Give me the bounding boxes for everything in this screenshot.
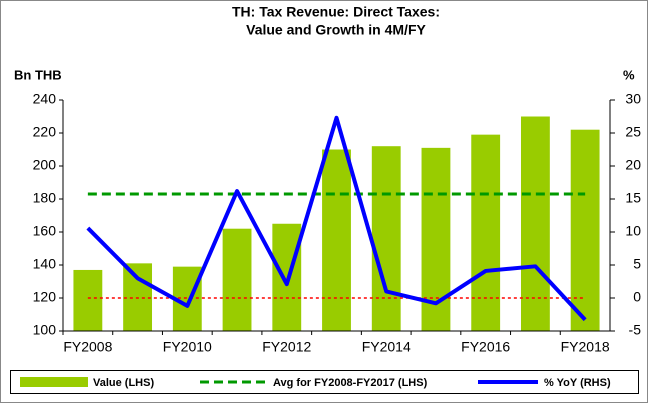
y-tick-label: 240 (33, 91, 57, 107)
x-tick-label: FY2012 (262, 339, 311, 355)
bar (73, 269, 103, 331)
y-tick-label: 220 (33, 124, 57, 140)
bar (222, 228, 252, 331)
bar (123, 263, 153, 331)
line-series (86, 115, 587, 322)
bar (322, 149, 351, 331)
y2-tick-label: 0 (633, 289, 641, 305)
bar (520, 116, 550, 331)
y-tick-label: 120 (33, 289, 57, 305)
x-tick-label: FY2016 (461, 339, 510, 355)
legend-box (10, 370, 639, 394)
x-tick-label: FY2010 (163, 339, 212, 355)
legend-label: Avg for FY2008-FY2017 (LHS) (273, 377, 428, 389)
legend-label: % YoY (RHS) (544, 377, 611, 389)
y2-tick-label: 20 (625, 157, 641, 173)
y2-tick-label: 25 (625, 124, 641, 140)
x-tick-label: FY2014 (362, 339, 411, 355)
x-tick-label: FY2008 (63, 339, 112, 355)
x-tick-label: FY2018 (561, 339, 610, 355)
y-tick-label: 100 (33, 322, 57, 338)
y-tick-label: 200 (33, 157, 57, 173)
y-tick-label: 160 (33, 223, 57, 239)
y-axis-label: Bn THB (14, 67, 62, 82)
y2-tick-label: -5 (629, 322, 642, 338)
bar (471, 134, 501, 331)
bar (371, 146, 401, 331)
chart-title: Value and Growth in 4M/FY (246, 22, 426, 38)
y-tick-label: 140 (33, 256, 57, 272)
y2-tick-label: 15 (625, 190, 641, 206)
legend-swatch (20, 377, 88, 387)
y2-axis-label: % (623, 67, 635, 82)
chart-title: TH: Tax Revenue: Direct Taxes: (232, 4, 440, 20)
y2-tick-label: 30 (625, 91, 641, 107)
legend-label: Value (LHS) (93, 377, 154, 389)
y2-tick-label: 10 (625, 223, 641, 239)
y-tick-label: 180 (33, 190, 57, 206)
y2-tick-label: 5 (633, 256, 641, 272)
bar (570, 129, 600, 331)
